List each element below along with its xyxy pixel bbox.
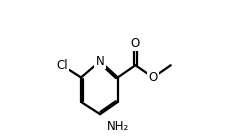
Text: Cl: Cl [56,59,68,72]
Text: N: N [95,55,104,68]
Text: O: O [148,71,157,84]
Text: O: O [130,37,140,50]
Text: NH₂: NH₂ [106,120,128,133]
